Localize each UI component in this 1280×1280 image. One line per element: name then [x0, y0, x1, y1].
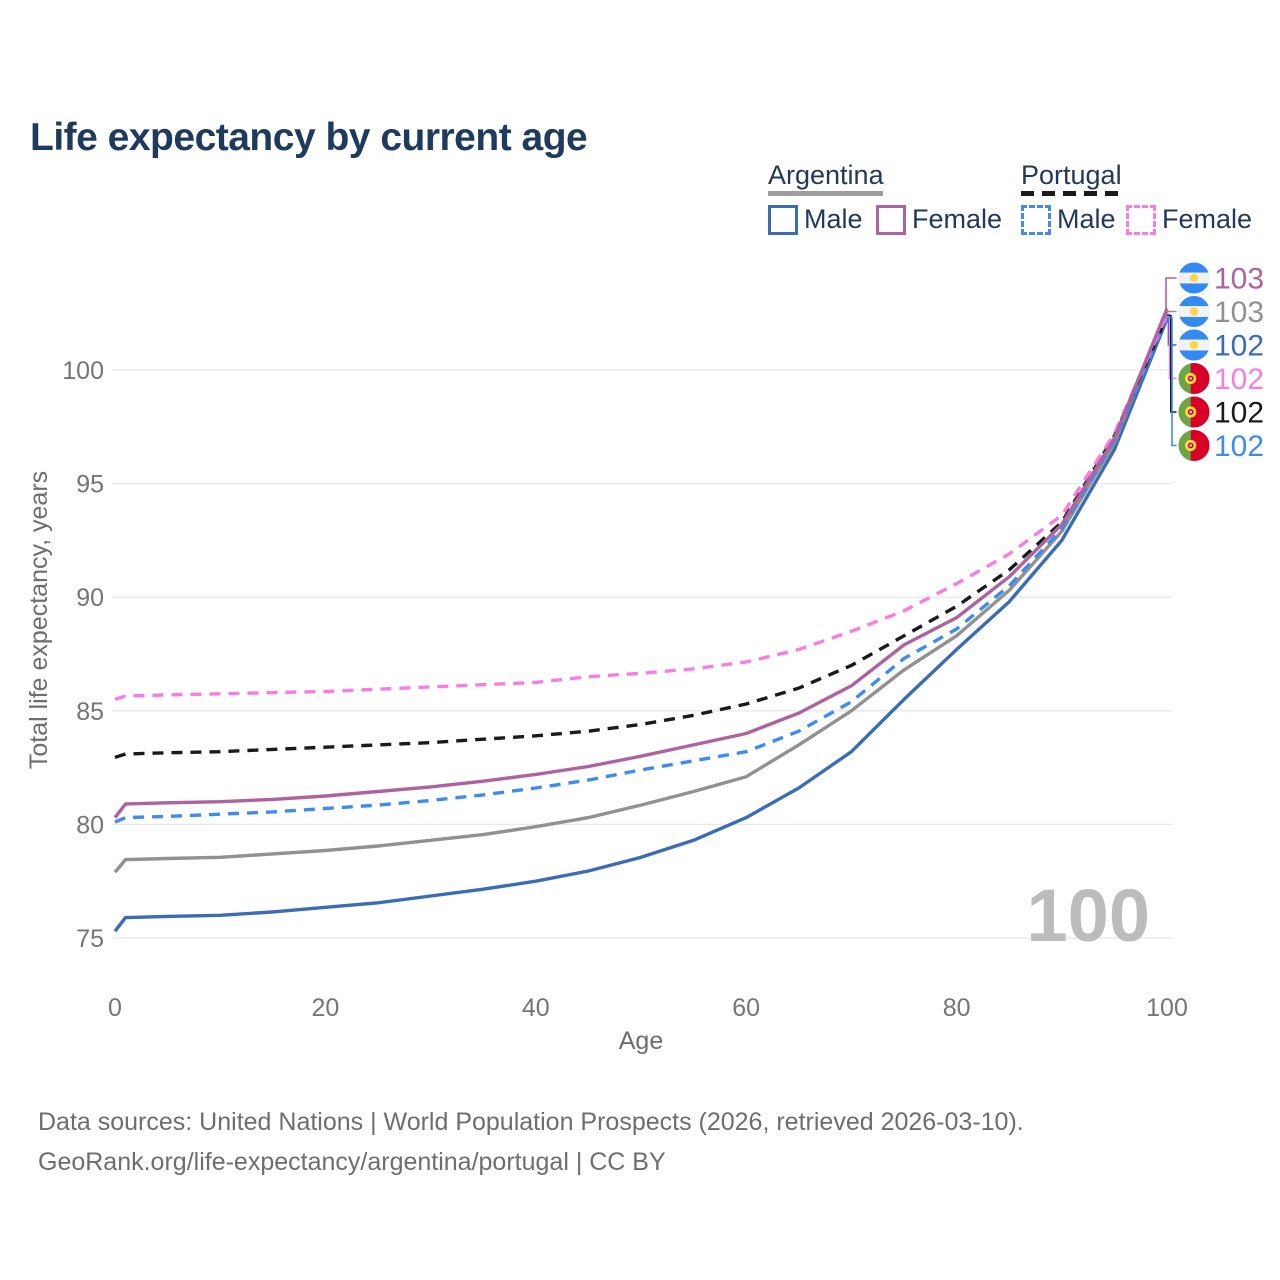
series-line-argentina-male: [113, 318, 1169, 933]
portugal-female-swatch-icon: [1126, 204, 1156, 235]
portugal-flag-icon: [1176, 361, 1212, 396]
end-value-label-argentina-both: 103: [1214, 296, 1264, 329]
x-tick-label: 80: [943, 994, 971, 1022]
end-value-label-argentina-female: 103: [1214, 263, 1264, 296]
legend-item-label: Female: [1162, 204, 1253, 234]
argentina-female-swatch-icon: [876, 204, 906, 235]
legend-item-label: Male: [804, 204, 863, 234]
end-value-label-portugal-male: 102: [1214, 430, 1264, 463]
series-line-portugal-male: [114, 317, 1169, 824]
legend-group-title-portugal[interactable]: Portugal: [1021, 160, 1122, 190]
series-line-portugal-female: [114, 313, 1169, 702]
watermark-age-value: 100: [1027, 874, 1150, 957]
portugal-flag-icon: [1176, 394, 1212, 430]
end-value-label-portugal-female: 102: [1214, 363, 1264, 396]
series-line-argentina-both: [113, 311, 1169, 874]
legend-underline-argentina: [768, 191, 883, 196]
page-title: Life expectancy by current age: [30, 116, 588, 160]
portugal-male-swatch-icon: [1021, 204, 1051, 235]
argentina-male-swatch-icon: [768, 204, 798, 235]
x-tick-label: 40: [522, 994, 550, 1022]
end-label-connector: [1167, 314, 1177, 413]
legend-item-argentina-female[interactable]: Female: [876, 204, 1002, 235]
legend-item-portugal-male[interactable]: Male: [1021, 204, 1116, 235]
argentina-flag-icon: [1176, 260, 1212, 296]
legend-item-label: Male: [1057, 204, 1116, 234]
y-tick-label: 75: [76, 925, 104, 953]
portugal-flag-icon: [1176, 428, 1212, 463]
end-label-connector: [1166, 310, 1177, 313]
y-tick-label: 100: [62, 357, 104, 385]
y-tick-label: 90: [76, 584, 104, 612]
legend-group-title-argentina[interactable]: Argentina: [768, 160, 884, 190]
x-tick-label: 100: [1146, 994, 1188, 1022]
x-tick-label: 0: [108, 994, 122, 1022]
end-label-connector: [1167, 313, 1177, 380]
x-tick-label: 20: [311, 994, 339, 1022]
y-tick-label: 80: [76, 811, 104, 839]
x-axis-title: Age: [619, 1027, 663, 1055]
y-tick-label: 85: [76, 698, 104, 726]
attribution-text: GeoRank.org/life-expectancy/argentina/po…: [38, 1148, 666, 1176]
y-tick-label: 95: [76, 471, 104, 499]
legend-item-portugal-female[interactable]: Female: [1126, 204, 1252, 235]
end-label-connector: [1165, 277, 1177, 310]
data-sources-text: Data sources: United Nations | World Pop…: [38, 1108, 1024, 1136]
argentina-flag-icon: [1176, 294, 1212, 329]
y-axis-title: Total life expectancy, years: [25, 471, 53, 769]
end-value-label-portugal-both: 102: [1214, 397, 1264, 430]
legend-item-argentina-male[interactable]: Male: [768, 204, 863, 235]
end-value-label-argentina-male: 102: [1214, 330, 1264, 363]
argentina-flag-icon: [1176, 327, 1212, 363]
legend-underline-portugal: [1021, 191, 1119, 196]
legend-item-label: Female: [912, 204, 1003, 234]
series-line-portugal-both: [114, 314, 1169, 760]
x-tick-label: 60: [732, 994, 760, 1022]
series-line-argentina-female: [113, 308, 1169, 819]
end-label-connector: [1167, 316, 1177, 447]
